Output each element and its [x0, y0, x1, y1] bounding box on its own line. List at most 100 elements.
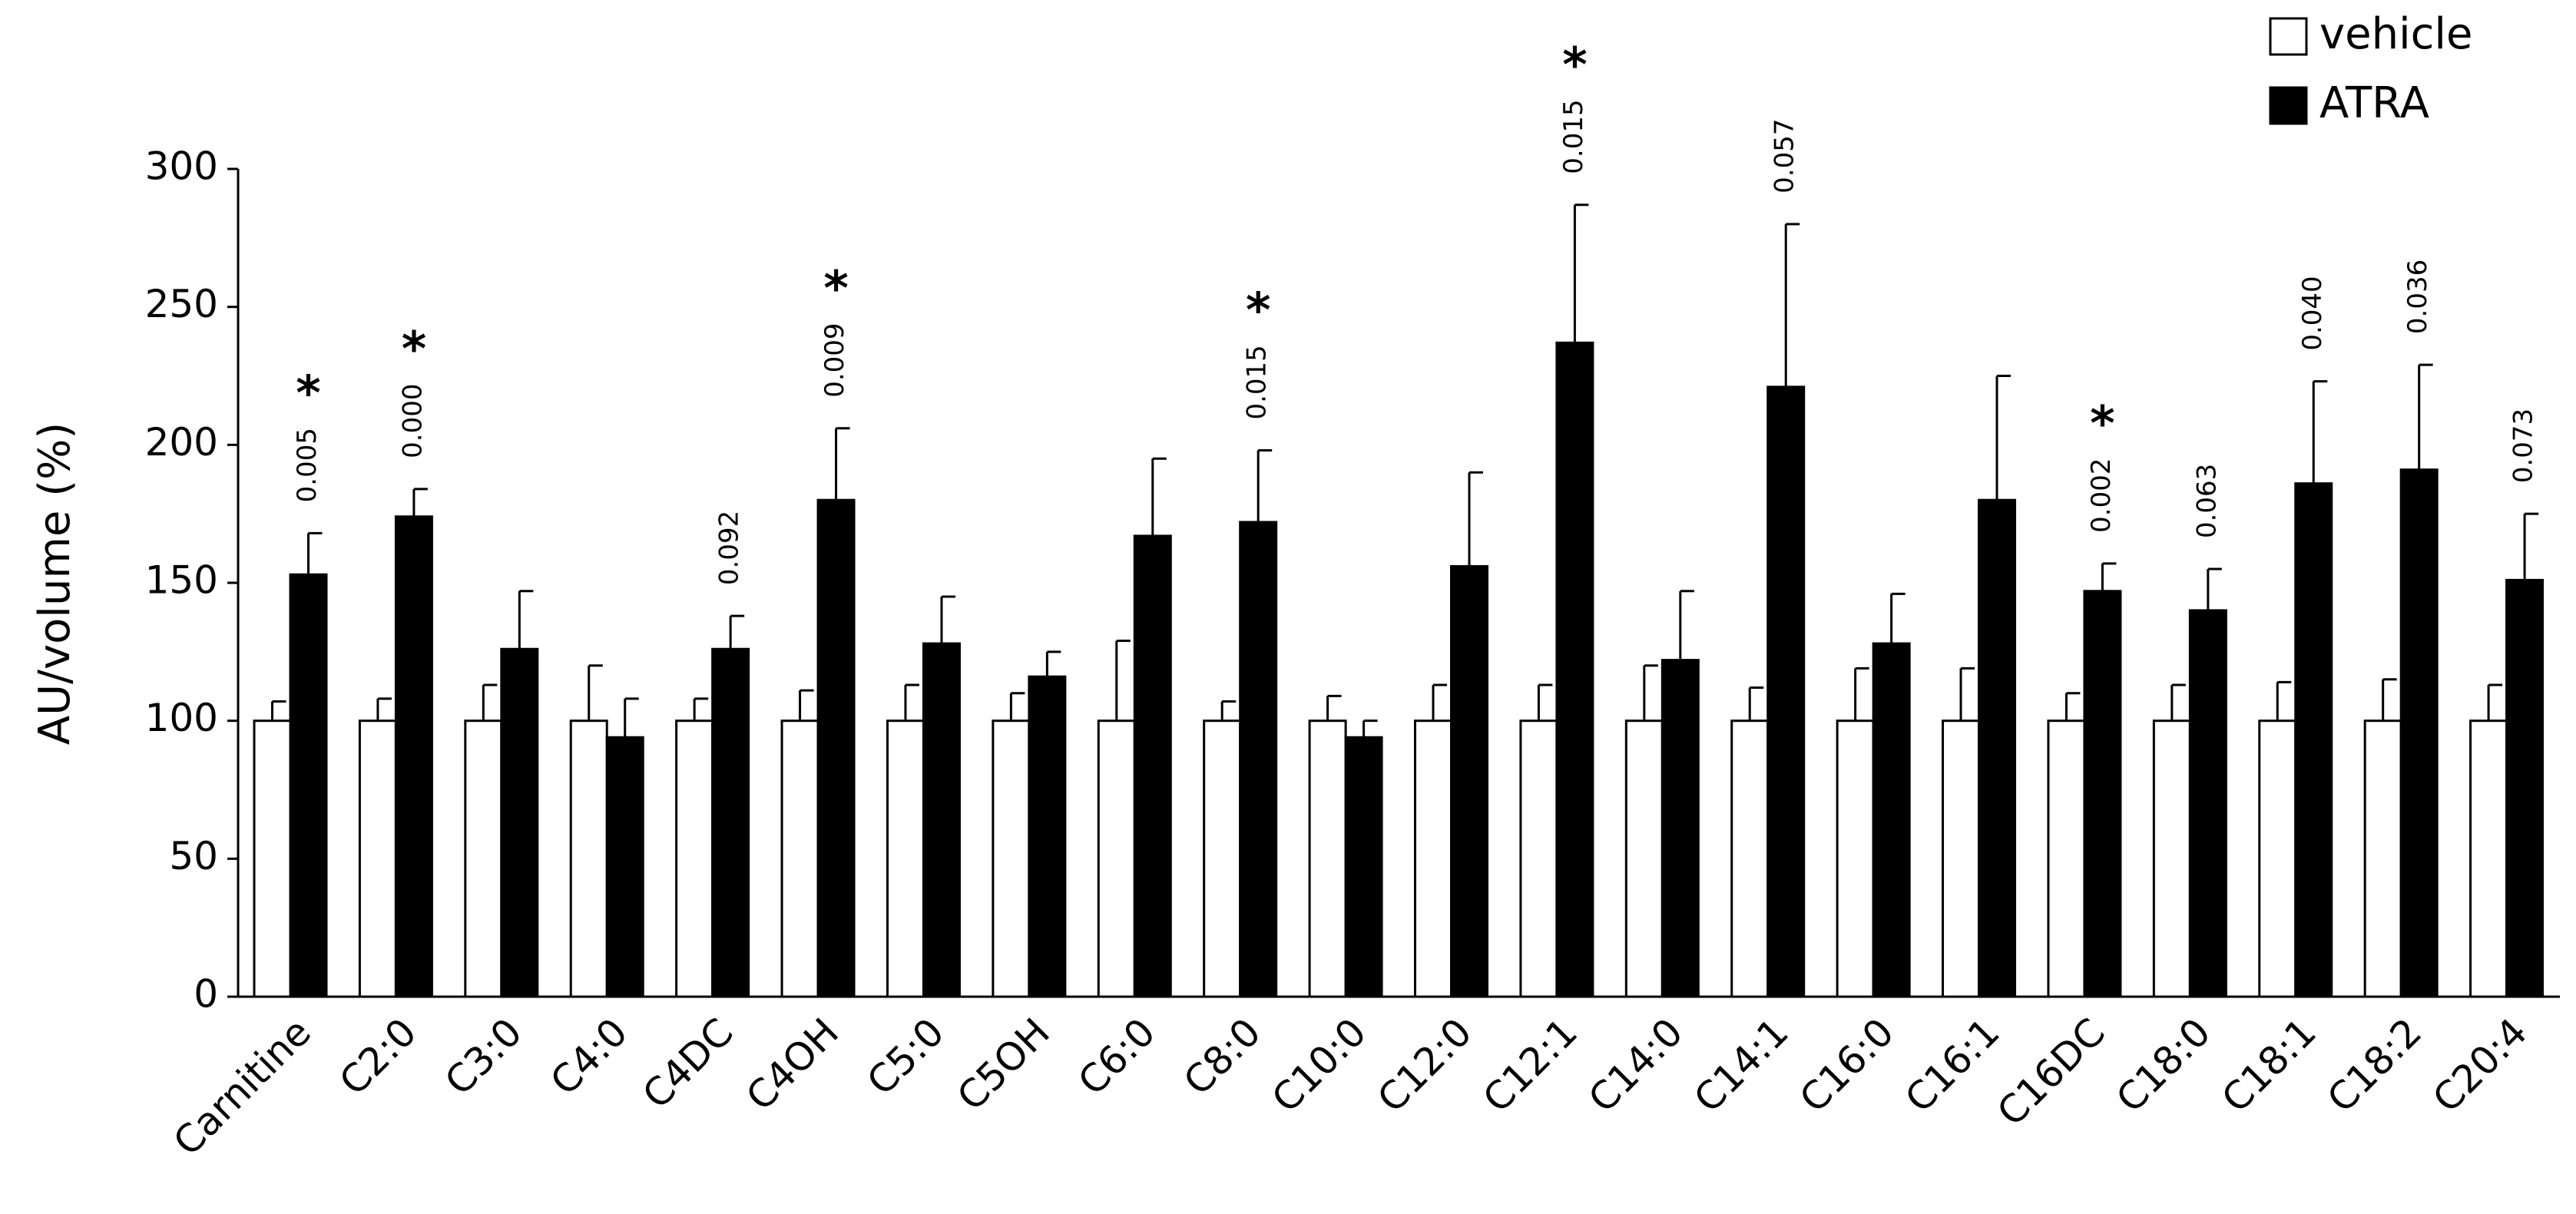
bar [464, 719, 503, 998]
x-tick-label: C18:1 [2213, 1010, 2325, 1121]
bar [1133, 534, 1172, 998]
error-bar [2276, 680, 2292, 721]
p-value: 0.005 [292, 428, 323, 502]
bar [1978, 498, 2017, 998]
error-bar [1995, 375, 2011, 501]
x-tick-label: C18:2 [2319, 1010, 2430, 1121]
y-tick-label: 150 [145, 558, 218, 603]
p-value: 0.015 [1558, 99, 1589, 174]
bar [253, 719, 292, 998]
x-tick-label: C16:0 [1791, 1010, 1902, 1121]
bar [1028, 675, 1067, 998]
legend-label: ATRA [2319, 78, 2429, 128]
error-bar [693, 697, 709, 721]
bar [358, 719, 397, 998]
bar [2505, 578, 2545, 998]
x-tick-label: C2:0 [331, 1010, 425, 1104]
bar [816, 498, 856, 998]
x-tick-label: C4DC [634, 1010, 742, 1117]
bar [1872, 642, 1911, 998]
x-tick-label: C14:1 [1686, 1010, 1797, 1121]
error-bar [1890, 592, 1906, 644]
y-tick-label: 50 [169, 834, 218, 878]
error-bar [518, 590, 534, 650]
x-tick-label: C14:0 [1580, 1010, 1691, 1121]
x-tick-label: C4OH [737, 1010, 847, 1120]
p-value: 0.057 [1770, 119, 1800, 194]
x-tick-label: C4:0 [542, 1010, 637, 1104]
x-tick-label: C5OH [949, 1010, 1058, 1120]
x-tick-label: C10:0 [1263, 1010, 1375, 1121]
error-bar [1115, 639, 1131, 721]
significance-star: * [823, 260, 848, 316]
p-value: 0.009 [819, 323, 850, 397]
error-bar [271, 700, 286, 721]
error-bar [1009, 692, 1025, 721]
error-bar [307, 531, 323, 575]
bar [2399, 468, 2439, 998]
error-bar [904, 683, 919, 721]
bar [289, 573, 328, 998]
x-tick-label: C3:0 [436, 1010, 531, 1104]
p-value: 0.000 [397, 383, 428, 458]
p-value: 0.015 [1242, 345, 1273, 419]
bar [711, 647, 750, 998]
error-bar [376, 697, 392, 721]
bar [1730, 719, 1770, 998]
bar [569, 719, 608, 998]
significance-star: * [2090, 395, 2114, 452]
p-value: 0.002 [2086, 458, 2117, 533]
error-bar [1362, 719, 1378, 738]
significance-star: * [1246, 283, 1270, 339]
y-tick-label: 300 [145, 144, 218, 189]
error-bar [2487, 683, 2503, 721]
error-bar [940, 595, 955, 644]
error-bar [412, 488, 428, 517]
error-bar [1045, 650, 1061, 677]
error-bar [624, 697, 639, 738]
error-bar [2170, 683, 2186, 721]
bar [2294, 482, 2333, 998]
bar [1239, 521, 1278, 998]
bar [2258, 719, 2297, 998]
error-bar [1432, 683, 1447, 721]
x-tick-label: C5:0 [859, 1010, 953, 1104]
error-bar [729, 614, 745, 650]
error-bar [1151, 457, 1167, 536]
p-value: 0.063 [2191, 464, 2222, 538]
error-bar [2523, 512, 2539, 581]
bar [1097, 719, 1136, 998]
bar [1836, 719, 1875, 998]
error-bar [2312, 380, 2328, 484]
error-bar [2418, 363, 2433, 470]
p-value: 0.040 [2297, 276, 2328, 350]
error-bar [1854, 667, 1869, 721]
bar [2047, 719, 2086, 998]
legend-swatch [2269, 17, 2308, 56]
bar [675, 719, 714, 998]
bar [1450, 564, 1488, 998]
bar [1203, 719, 1242, 998]
bar [1555, 341, 1594, 998]
error-bar [1220, 700, 1237, 721]
bar [1624, 719, 1664, 998]
error-bar [799, 689, 814, 721]
bar [1660, 659, 1700, 998]
bar [1308, 719, 1347, 998]
bar [2469, 719, 2508, 998]
y-tick-label: 0 [194, 972, 218, 1017]
bar [2083, 590, 2122, 998]
p-value: 0.092 [714, 511, 745, 585]
bar [1519, 719, 1558, 998]
bar [605, 736, 644, 998]
y-tick-label: 200 [145, 420, 218, 465]
p-value: 0.073 [2508, 409, 2539, 483]
x-tick-label: C16DC [1988, 1010, 2114, 1135]
x-tick-label: C12:0 [1369, 1010, 1480, 1121]
error-bar [1784, 223, 1800, 387]
bar [394, 515, 433, 998]
x-tick-label: C20:4 [2425, 1010, 2536, 1121]
significance-star: * [296, 365, 320, 421]
x-tick-label: C8:0 [1175, 1010, 1270, 1104]
